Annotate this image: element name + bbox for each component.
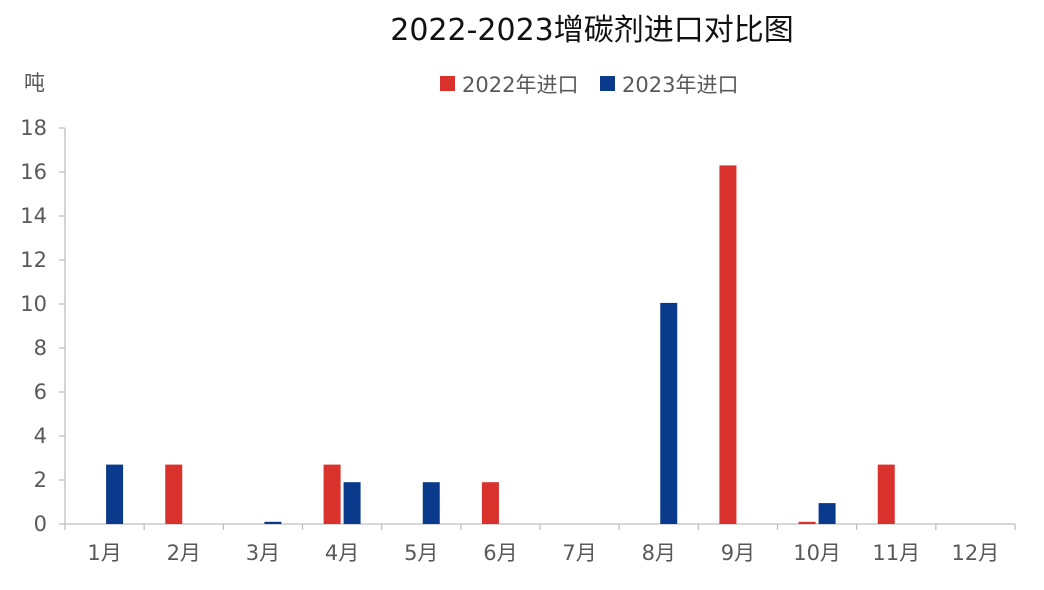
bars bbox=[106, 165, 895, 524]
x-tick-label: 6月 bbox=[483, 541, 517, 565]
x-tick-label: 8月 bbox=[642, 541, 676, 565]
bar-2023-8 bbox=[660, 302, 678, 524]
y-tick-label: 0 bbox=[34, 512, 47, 536]
x-tick-label: 4月 bbox=[325, 541, 359, 565]
bar-2022-11 bbox=[877, 464, 895, 524]
bar-2022-10 bbox=[798, 521, 816, 524]
x-tick-label: 3月 bbox=[246, 541, 280, 565]
legend-label-2023: 2023年进口 bbox=[622, 73, 738, 97]
y-tick-label: 16 bbox=[20, 160, 47, 184]
y-tick-label: 4 bbox=[34, 424, 47, 448]
x-tick-label: 1月 bbox=[87, 541, 121, 565]
x-tick-label: 10月 bbox=[793, 541, 841, 565]
legend: 2022年进口 2023年进口 bbox=[440, 73, 738, 97]
bar-2023-10 bbox=[818, 503, 836, 524]
y-tick-label: 8 bbox=[34, 336, 47, 360]
x-tick-label: 9月 bbox=[721, 541, 755, 565]
y-axis-unit: 吨 bbox=[24, 71, 45, 95]
x-tick-label: 2月 bbox=[167, 541, 201, 565]
bar-2022-9 bbox=[719, 165, 737, 524]
y-tick-label: 2 bbox=[34, 468, 47, 492]
x-tick-label: 12月 bbox=[952, 541, 1000, 565]
x-ticks: 1月 2月 3月 4月 5月 6月 7月 8月 9月 10月 11月 12月 bbox=[64, 524, 1016, 565]
chart-title: 2022-2023增碳剂进口对比图 bbox=[390, 13, 794, 48]
bar-2023-5 bbox=[422, 482, 440, 524]
bar-2023-3 bbox=[264, 521, 282, 524]
y-ticks: 0 2 4 6 8 10 12 14 16 18 bbox=[20, 116, 65, 536]
bar-2022-2 bbox=[165, 464, 183, 524]
legend-swatch-2022 bbox=[440, 76, 455, 91]
bar-2022-6 bbox=[481, 482, 499, 524]
y-tick-label: 6 bbox=[34, 380, 47, 404]
y-tick-label: 12 bbox=[20, 248, 47, 272]
x-tick-label: 7月 bbox=[562, 541, 596, 565]
x-tick-label: 11月 bbox=[872, 541, 920, 565]
y-tick-label: 14 bbox=[20, 204, 47, 228]
bar-2023-4 bbox=[343, 482, 361, 524]
x-tick-label: 5月 bbox=[404, 541, 438, 565]
y-tick-label: 18 bbox=[20, 116, 47, 140]
legend-label-2022: 2022年进口 bbox=[462, 73, 578, 97]
bar-2022-4 bbox=[323, 464, 341, 524]
bar-2023-1 bbox=[106, 464, 124, 524]
y-tick-label: 10 bbox=[20, 292, 47, 316]
legend-swatch-2023 bbox=[600, 76, 615, 91]
